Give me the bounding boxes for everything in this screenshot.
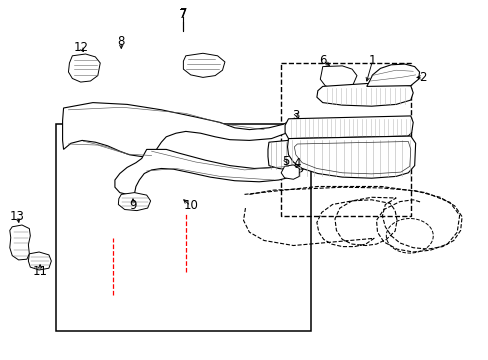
Text: 1: 1	[368, 54, 376, 67]
Bar	[56, 124, 310, 331]
Polygon shape	[287, 136, 415, 178]
Polygon shape	[183, 53, 224, 77]
Text: 3: 3	[292, 109, 300, 122]
Polygon shape	[320, 66, 356, 89]
Text: 12: 12	[73, 41, 88, 54]
Text: 2: 2	[418, 71, 426, 84]
Text: 13: 13	[10, 210, 25, 222]
Polygon shape	[68, 54, 100, 82]
Polygon shape	[118, 193, 150, 211]
Text: 11: 11	[33, 265, 47, 278]
Polygon shape	[285, 116, 412, 139]
Polygon shape	[115, 149, 305, 194]
Text: 7: 7	[179, 8, 187, 21]
Polygon shape	[281, 165, 299, 179]
Text: 9: 9	[129, 199, 137, 212]
Polygon shape	[28, 252, 51, 270]
Text: 4: 4	[293, 157, 301, 170]
Text: 5: 5	[282, 155, 289, 168]
Polygon shape	[62, 103, 293, 157]
Polygon shape	[366, 64, 419, 86]
Polygon shape	[267, 139, 309, 170]
Polygon shape	[316, 84, 412, 106]
Polygon shape	[10, 225, 30, 260]
Polygon shape	[324, 71, 347, 86]
Text: 10: 10	[183, 199, 198, 212]
Text: 8: 8	[117, 35, 125, 48]
Text: 7: 7	[179, 7, 187, 20]
Text: 6: 6	[318, 54, 326, 67]
